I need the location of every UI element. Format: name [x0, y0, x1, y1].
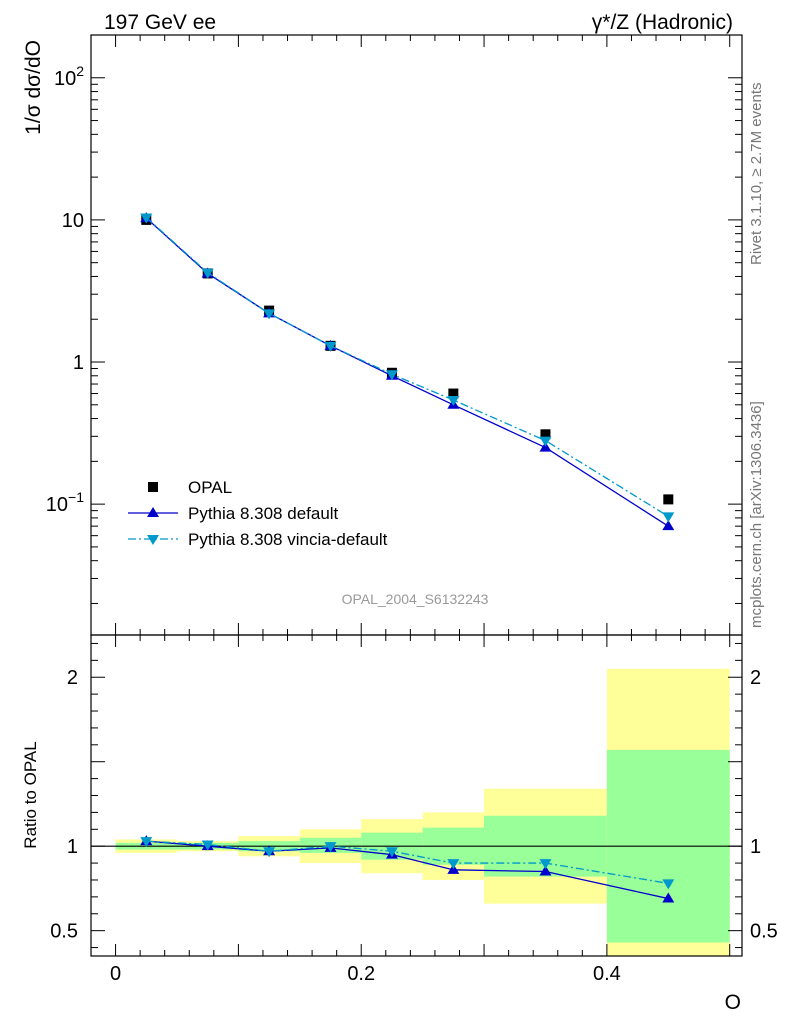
legend-label-pythia-8-308-default: Pythia 8.308 default [188, 504, 339, 523]
pythia-8-308-vincia-default-point [140, 213, 153, 224]
ratio-y-tick-label: 0.5 [50, 921, 78, 943]
ratio-y-tick-label: 1 [67, 836, 78, 858]
y-tick-label: 10 [62, 210, 84, 232]
header-right: γ*/Z (Hadronic) [592, 11, 733, 34]
pythia-8-308-vincia-default-line [146, 840, 669, 884]
pythia-8-308-vincia-default-point [385, 847, 398, 858]
ratio-y-tick-label-right: 2 [750, 667, 761, 689]
ratio-series-layer [140, 835, 675, 903]
pythia-8-308-vincia-default-point [385, 370, 398, 381]
opal-point [448, 388, 459, 399]
pythia-8-308-vincia-default-point [324, 341, 337, 352]
legend-marker-opal [148, 482, 158, 492]
x-tick-label: 0 [110, 963, 121, 985]
pythia-8-308-vincia-default-line [145, 216, 669, 517]
pythia-8-308-vincia-default-point [539, 859, 552, 870]
y-tick-label: 1 [73, 352, 84, 374]
pythia-8-308-vincia-default-point [263, 309, 276, 320]
pythia-8-308-vincia-default-point [201, 268, 214, 279]
legend-marker-pythia-8-308-vincia-default [147, 535, 159, 545]
pythia-8-308-default-point [662, 892, 675, 903]
pythia-8-308-vincia-default-point [263, 847, 276, 858]
header-left: 197 GeV ee [104, 11, 216, 34]
ratio-y-axis-label: Ratio to OPAL [21, 741, 40, 848]
legend-label-opal: OPAL [188, 478, 232, 497]
ratio-plot-area: 0 0.2 0.4 0.5 0.5 1 1 2 2 [50, 634, 778, 985]
analysis-id: OPAL_2004_S6132243 [342, 591, 489, 607]
pythia-8-308-default-point [539, 865, 552, 876]
y-tick-label: 102 [54, 63, 84, 90]
main-series-layer [140, 212, 675, 531]
ratio-uncertainty-bands [115, 668, 730, 956]
opal-point [540, 429, 551, 440]
x-tick-label: 0.2 [347, 963, 375, 985]
legend: OPAL Pythia 8.308 default Pythia 8.308 vin… [128, 478, 388, 549]
pythia-8-308-vincia-default-point [539, 436, 552, 447]
pythia-8-308-vincia-default-point [324, 842, 337, 853]
x-axis-label: O [725, 991, 741, 1014]
pythia-8-308-vincia-default-point [447, 859, 460, 870]
rivet-label: Rivet 3.1.10, ≥ 2.7M events [748, 83, 765, 266]
legend-label-pythia-8-308-vincia-default: Pythia 8.308 vincia-default [188, 530, 388, 549]
main-y-axis-label: 1/σ dσ/dO [22, 40, 45, 135]
x-tick-label: 0.4 [593, 963, 621, 985]
opal-point [663, 494, 674, 505]
pythia-8-308-default-point [662, 520, 675, 531]
ratio-y-tick-label: 2 [67, 667, 78, 689]
pythia-8-308-default-line [145, 217, 669, 527]
ratio-y-tick-label-right: 1 [750, 836, 761, 858]
y-tick-label: 10−1 [46, 489, 84, 516]
ratio-y-tick-label-right: 0.5 [750, 921, 778, 943]
pythia-8-308-vincia-default-point [201, 840, 214, 851]
pythia-8-308-vincia-default-point [662, 879, 675, 890]
mcplots-label: mcplots.cern.ch [arXiv:1306.3436] [748, 401, 765, 628]
pythia-8-308-vincia-default-point [140, 837, 153, 848]
pythia-8-308-vincia-default-point [662, 512, 675, 523]
pythia-8-308-vincia-default-point [447, 396, 460, 407]
pythia-8-308-default-line [146, 840, 669, 900]
legend-marker-pythia-8-308-default [147, 507, 159, 517]
